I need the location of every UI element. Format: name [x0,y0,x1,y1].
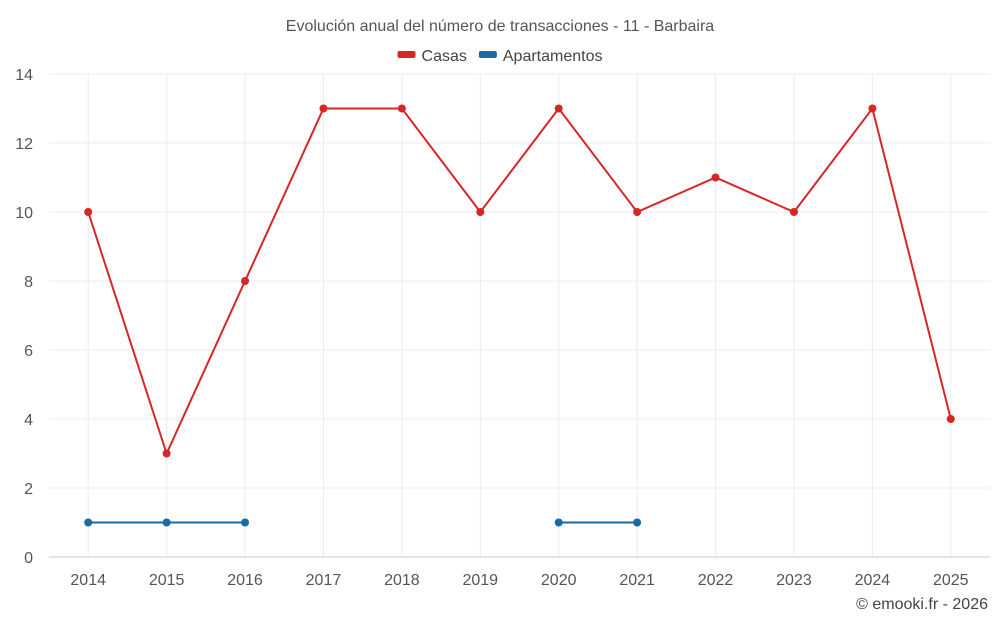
x-tick-label: 2024 [855,572,891,589]
x-tick-label: 2023 [776,572,812,589]
data-point[interactable] [397,104,406,113]
chart-legend: Casas Apartamentos [397,48,603,65]
data-point[interactable] [789,208,798,216]
x-tick-label: 2025 [933,572,969,589]
data-point[interactable] [319,104,328,113]
x-axis: 2014 2015 2016 2017 2018 2019 2020 2021 2022 2023… [70,572,968,589]
y-tick-label: 2 [24,481,33,498]
chart-title: Evolución anual del número de transaccio… [286,18,714,35]
data-point[interactable] [84,518,93,527]
legend-label: Casas [422,48,467,65]
data-point[interactable] [554,518,563,527]
credit-text: © emooki.fr - 2026 [856,596,988,613]
legend-label: Apartamentos [503,48,603,65]
data-point[interactable] [162,449,171,458]
data-point[interactable] [946,415,955,423]
data-point[interactable] [868,104,877,113]
y-axis: 0 2 4 6 8 10 12 14 [15,67,33,567]
legend-item-apartamentos[interactable]: Apartamentos [478,48,603,65]
chart-grid [49,73,990,558]
y-tick-label: 4 [24,412,33,429]
x-tick-label: 2016 [227,572,263,589]
data-point[interactable] [711,173,720,182]
y-tick-label: 0 [24,550,33,567]
x-tick-label: 2021 [619,572,655,589]
y-tick-label: 8 [24,274,33,291]
data-point[interactable] [241,518,250,527]
y-tick-label: 10 [15,205,33,222]
legend-swatch [397,51,416,58]
data-point[interactable] [633,208,642,216]
y-tick-label: 14 [15,67,33,84]
x-tick-label: 2017 [306,572,342,589]
x-tick-label: 2014 [70,572,106,589]
x-tick-label: 2015 [149,572,185,589]
x-tick-label: 2019 [462,572,498,589]
y-tick-label: 6 [24,343,33,360]
x-tick-label: 2022 [698,572,734,589]
x-tick-label: 2020 [541,572,577,589]
data-point[interactable] [476,208,485,216]
x-tick-label: 2018 [384,572,420,589]
y-tick-label: 12 [15,136,33,153]
data-point[interactable] [241,277,250,285]
data-point[interactable] [554,104,563,113]
data-point[interactable] [162,518,171,527]
data-point[interactable] [633,518,642,527]
legend-swatch [478,51,497,58]
chart-series [84,104,955,527]
series-casas [84,104,955,458]
data-point[interactable] [84,208,93,216]
series-apartamentos [84,518,642,527]
series-line [87,106,952,457]
legend-item-casas[interactable]: Casas [397,48,467,65]
